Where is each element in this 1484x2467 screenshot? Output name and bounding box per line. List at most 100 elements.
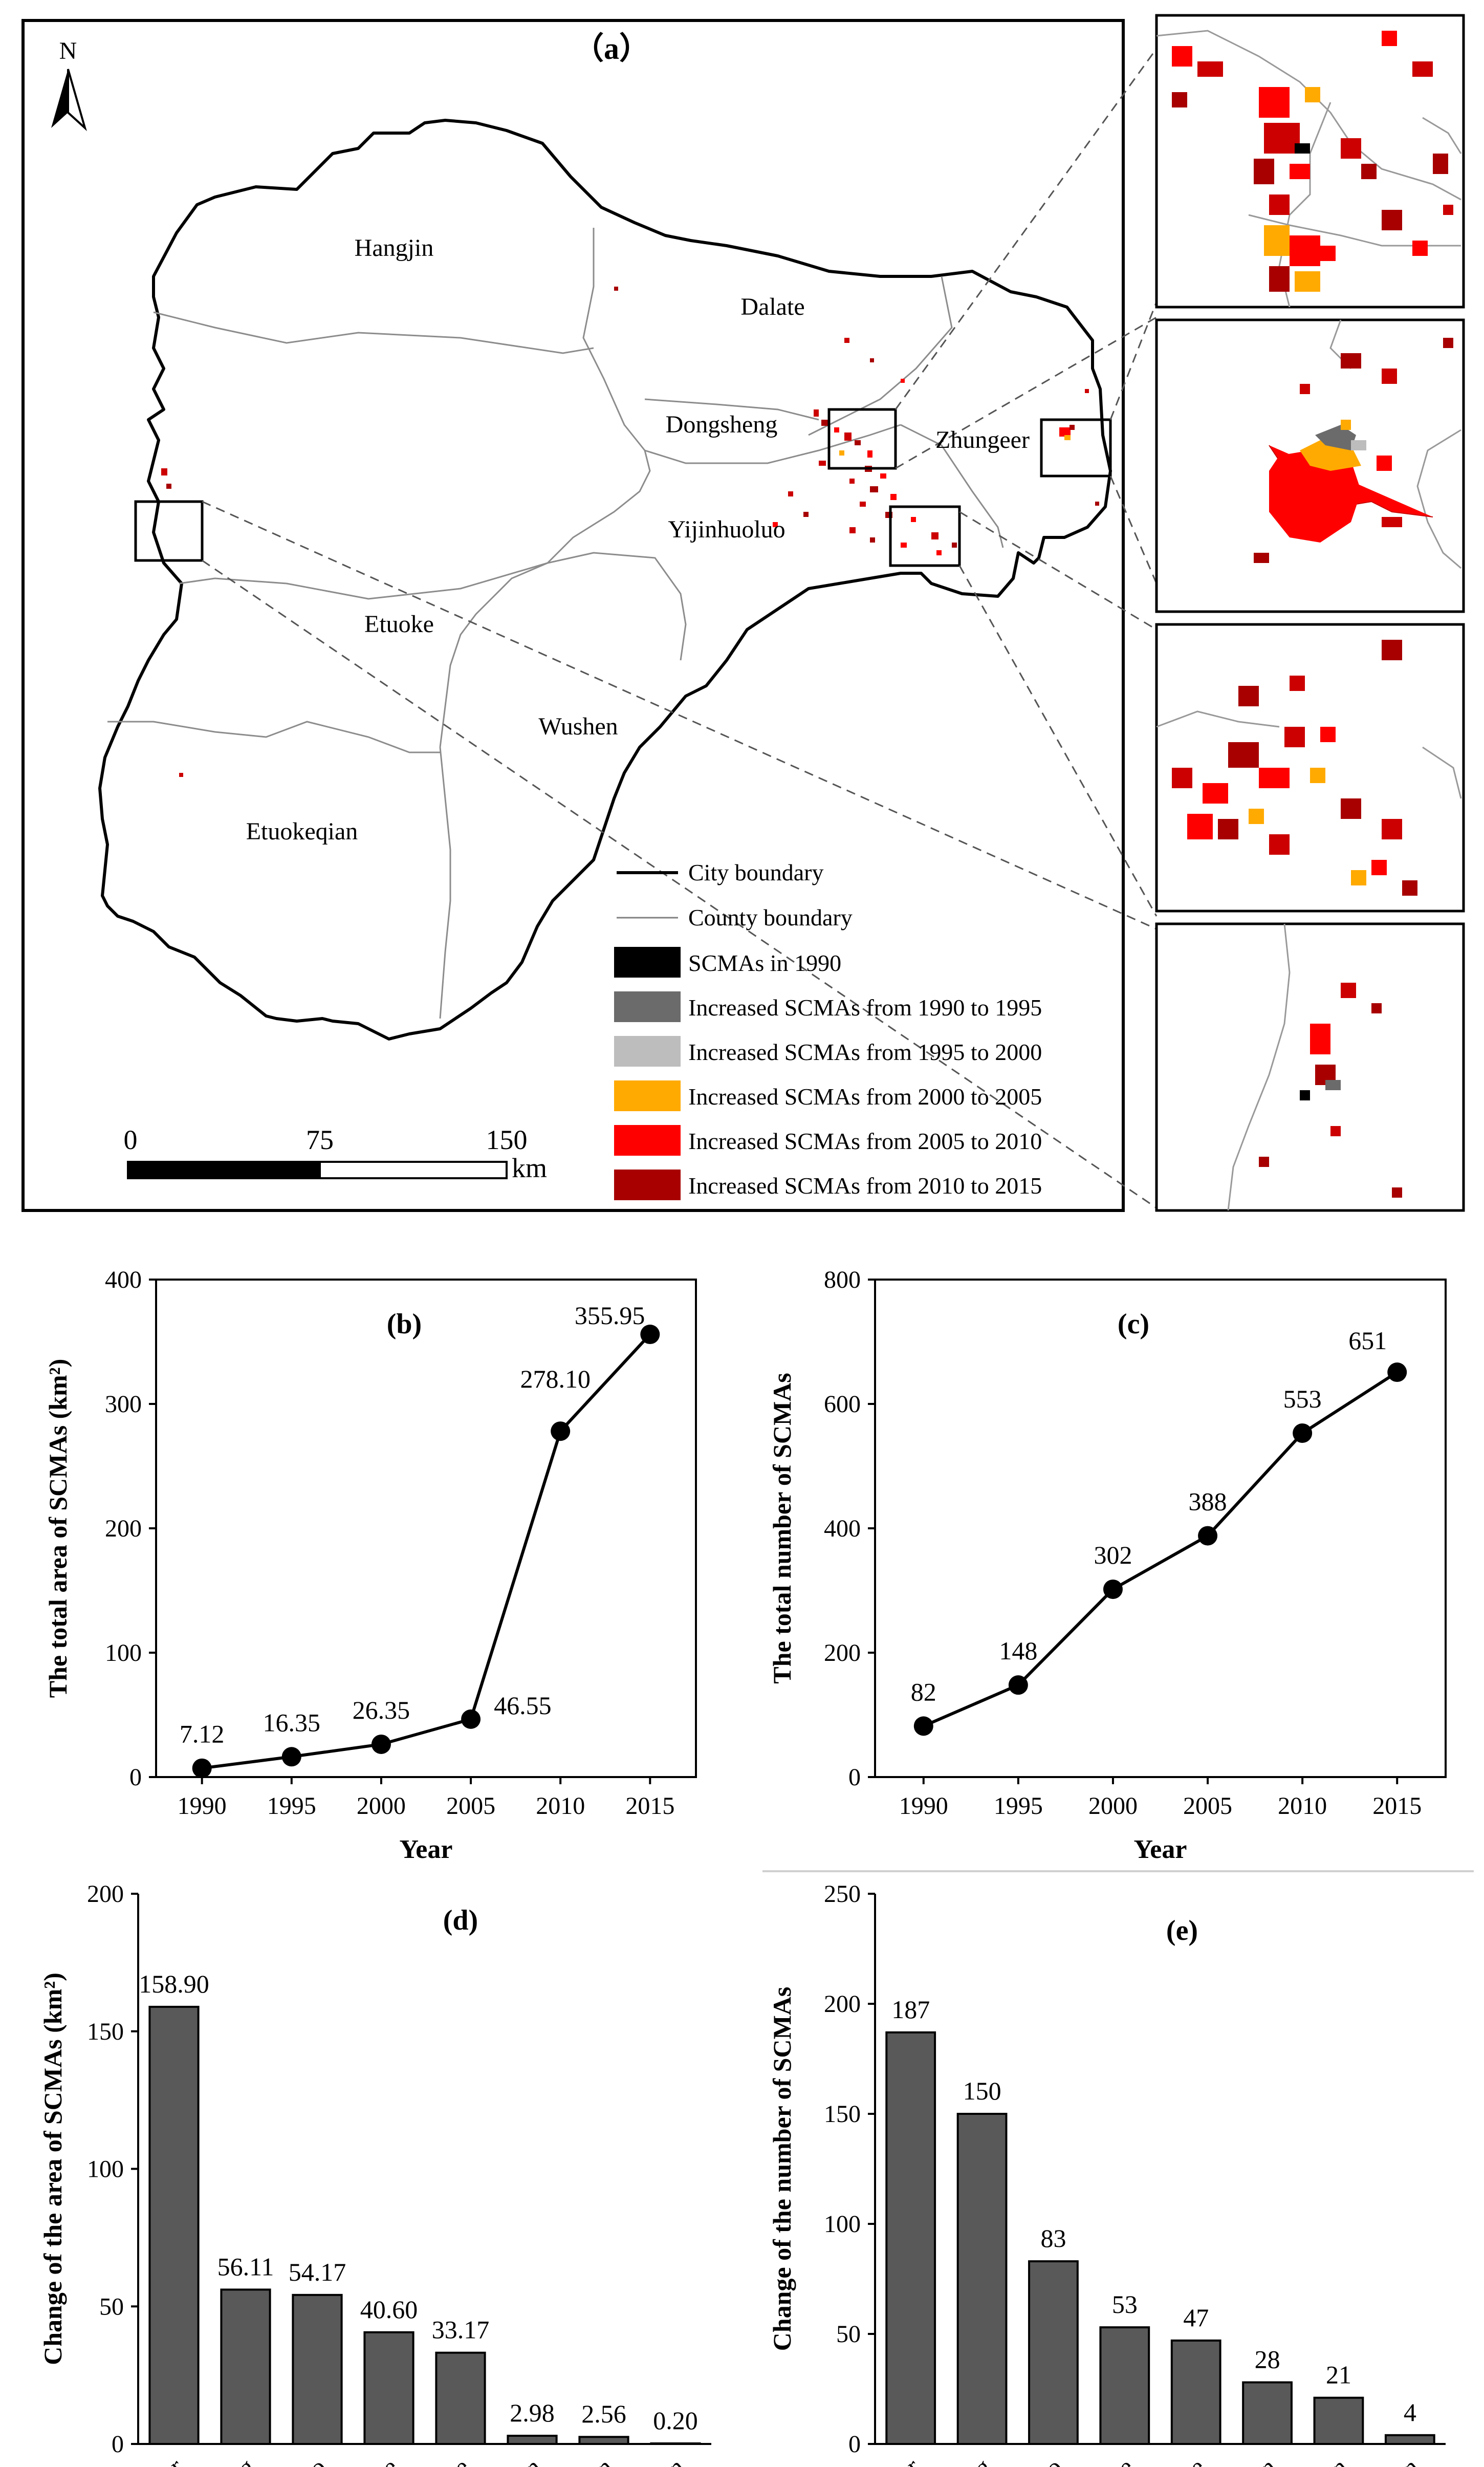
y-tick-label: 800 [824,1266,861,1293]
bar-value-label: 33.17 [432,2315,490,2344]
scale-unit: km [512,1153,547,1183]
city-boundary [98,119,1112,1041]
category-label: Hangjin [612,2453,690,2467]
x-tick-label: 2005 [1183,1792,1232,1820]
data-point [371,1734,391,1754]
inset-locator-4 [134,500,204,562]
y-tick-label: 150 [87,2018,124,2045]
scale-bar: 0 75 150 km [124,1124,548,1183]
legend-swatch-2000 [614,1036,681,1067]
data-point [1387,1362,1407,1382]
data-point [640,1325,660,1345]
y-tick-label: 300 [105,1391,142,1418]
x-axis-title: Year [400,1835,453,1864]
y-tick-label: 150 [824,2101,861,2128]
bar [885,2031,936,2445]
legend-label-county-boundary: County boundary [688,904,853,930]
y-tick-label: 100 [105,1639,142,1667]
y-tick-label: 200 [87,1880,124,1908]
legend-swatch-2015 [614,1170,681,1200]
bar-value-label: 56.11 [217,2252,274,2281]
data-label: 278.10 [520,1365,591,1393]
data-label: 553 [1283,1384,1322,1413]
inset-locator-3 [889,505,961,567]
bar-value-label: 40.60 [360,2295,418,2324]
series-line [923,1371,1398,1728]
x-axis-title: Year [1134,1835,1187,1864]
data-point [551,1421,571,1441]
chart-title: (e) [1166,1915,1198,1946]
region-label-hangjin: Hangjin [355,234,434,262]
inset-locators [134,408,1112,567]
x-tick-label: 2015 [625,1792,674,1820]
y-axis-title: The total number of SCMAs [768,1373,796,1683]
bar [650,2442,701,2445]
scale-tick-0: 0 [124,1124,138,1155]
inset-locator-1 [827,408,897,470]
chart-d-area-bar: 0 50 100 150 200 Change of the area of SCMAs … [38,1880,711,2467]
legend-swatch-2010 [614,1125,681,1156]
data-point [1198,1526,1218,1546]
bar-value-label: 28 [1255,2345,1280,2374]
bar [507,2434,558,2445]
bar [435,2351,486,2446]
bar [1313,2396,1364,2446]
map-panel-label: （a） [573,31,650,66]
y-tick-label: 200 [105,1515,142,1542]
scale-tick-75: 75 [306,1124,334,1155]
map-legend: City boundary County boundary SCMAs in 1… [614,859,1042,1200]
bar-value-label: 4 [1404,2398,1416,2427]
north-label: N [59,37,77,64]
bar-value-label: 83 [1040,2224,1066,2253]
x-tick-label: 1990 [178,1792,227,1820]
x-tick-label: 1995 [994,1792,1043,1820]
data-label: 302 [1094,1541,1132,1569]
y-tick-label: 0 [848,2431,861,2458]
category-label: Etuoke [404,2453,474,2467]
bar-value-label: 54.17 [289,2258,346,2286]
category-label: Etuoke [1139,2453,1210,2467]
y-tick-label: 200 [824,1990,861,2018]
legend-label-city-boundary: City boundary [688,859,823,885]
bar-value-label: 187 [891,1995,930,2024]
y-tick-label: 200 [824,1639,861,1667]
bar [1028,2260,1079,2446]
county-boundaries [107,228,1004,1019]
legend-swatch-2005 [614,1080,681,1111]
x-tick-label: 2000 [357,1792,406,1820]
region-label-dalate: Dalate [740,293,804,320]
y-tick-label: 250 [824,1880,861,1908]
bar [1099,2326,1150,2446]
bar-value-label: 150 [963,2076,1001,2105]
scma-clusters [161,287,1099,777]
data-label: 355.95 [575,1301,645,1330]
x-tick-label: 2015 [1372,1792,1422,1820]
bar-value-label: 47 [1183,2303,1209,2332]
category-label: Wushen [1274,2453,1352,2467]
chart-c-number-line: 0 200 400 600 800 The total number of SCMAs (c… [768,1266,1447,1864]
category-label: Wushen [539,2453,618,2467]
x-tick-label: 1990 [899,1792,948,1820]
data-label: 82 [911,1677,936,1706]
y-tick-label: 100 [87,2156,124,2183]
legend-label-2010: Increased SCMAs from 2005 to 2010 [688,1128,1042,1154]
data-point [1008,1675,1028,1695]
data-point [1103,1579,1123,1599]
north-arrow-icon: N [51,37,87,132]
data-label: 26.35 [353,1696,410,1724]
data-label: 148 [999,1636,1037,1665]
inset-3 [1155,623,1465,913]
data-label: 651 [1348,1326,1387,1355]
bar [1384,2434,1435,2445]
region-labels: Hangjin Dalate Dongsheng Zhungeer Yijinh… [246,234,1030,845]
inset-4 [1155,922,1465,1212]
region-label-etuoke: Etuoke [364,611,434,638]
chart-e-number-bar: 0 50 100 150 200 250 Change of the number of S… [768,1880,1446,2467]
region-label-etuokeqian: Etuokeqian [246,818,358,845]
x-tick-label: 2010 [1278,1792,1327,1820]
bar [292,2293,343,2446]
series-line [202,1333,651,1770]
y-axis-title: The total area of SCMAs (km²) [43,1359,72,1698]
data-point [461,1709,481,1729]
data-label: 16.35 [263,1708,321,1737]
